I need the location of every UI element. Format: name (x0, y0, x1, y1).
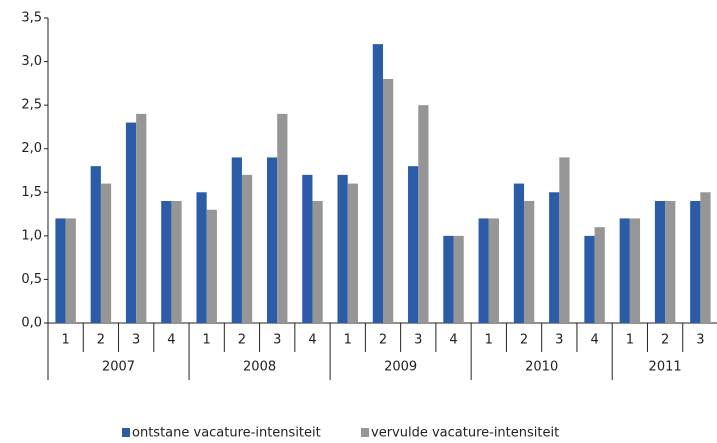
x-tick-label: 4 (308, 333, 316, 348)
group-label: 2011 (649, 360, 682, 375)
x-tick-label: 1 (626, 333, 634, 348)
bar (418, 105, 429, 324)
bar (161, 201, 172, 323)
y-tick-label: 0,5 (21, 272, 42, 287)
x-tick-label: 2 (238, 333, 246, 348)
y-tick-label: 1,0 (21, 228, 42, 243)
group-label: 2010 (525, 360, 558, 375)
y-tick-label: 1,5 (21, 185, 42, 200)
bar (171, 201, 182, 323)
bar (90, 166, 101, 323)
bar (513, 183, 525, 323)
bar (206, 209, 217, 323)
bar (337, 174, 348, 323)
bar (443, 235, 454, 323)
bar (372, 44, 383, 324)
bar (277, 113, 288, 323)
y-tick-label: 3,5 (21, 11, 42, 26)
x-tick-label: 1 (61, 333, 69, 348)
bar (524, 201, 535, 323)
bar (559, 157, 570, 323)
bar (136, 113, 147, 323)
group-label: 2008 (243, 360, 276, 375)
x-tick-label: 1 (203, 333, 211, 348)
x-tick-label: 1 (485, 333, 493, 348)
bar (302, 174, 313, 323)
bar (549, 192, 560, 323)
x-tick-label: 3 (555, 333, 563, 348)
x-tick-label: 3 (414, 333, 422, 348)
x-tick-label: 4 (167, 333, 175, 348)
legend-swatch (122, 428, 130, 437)
bar (690, 201, 701, 323)
bar (231, 157, 242, 323)
bar (700, 192, 711, 323)
bar (629, 218, 641, 323)
x-tick-label: 2 (661, 333, 669, 348)
bar (100, 183, 112, 323)
bar (196, 192, 207, 323)
bar (654, 201, 666, 323)
bar (125, 122, 137, 323)
x-tick-label: 2 (379, 333, 387, 348)
bar (584, 235, 595, 323)
x-tick-label: 2 (97, 333, 105, 348)
legend-label: ontstane vacature-intensiteit (132, 426, 321, 441)
bar (266, 157, 278, 323)
bar (453, 235, 464, 323)
bar (55, 218, 66, 323)
bar (383, 79, 394, 323)
y-tick-label: 2,0 (21, 141, 42, 156)
x-tick-label: 4 (590, 333, 598, 348)
group-label: 2007 (102, 360, 135, 375)
bar (312, 201, 323, 323)
x-tick-label: 4 (449, 333, 457, 348)
bar (65, 218, 76, 323)
x-tick-label: 3 (696, 333, 704, 348)
legend-label: vervulde vacature-intensiteit (371, 426, 559, 441)
x-tick-label: 3 (132, 333, 140, 348)
bar (347, 183, 358, 323)
bar (408, 166, 419, 323)
x-tick-label: 2 (520, 333, 528, 348)
legend-swatch (361, 428, 369, 437)
bar (488, 218, 500, 323)
y-tick-label: 0,0 (21, 316, 42, 331)
bar (241, 174, 253, 323)
y-tick-label: 2,5 (21, 98, 42, 113)
y-tick-label: 3,0 (21, 54, 42, 69)
bar (478, 218, 489, 323)
bar (665, 201, 676, 323)
x-tick-label: 1 (344, 333, 352, 348)
x-tick-label: 3 (273, 333, 281, 348)
bar (619, 218, 630, 323)
bar (594, 227, 605, 323)
group-label: 2009 (384, 360, 417, 375)
